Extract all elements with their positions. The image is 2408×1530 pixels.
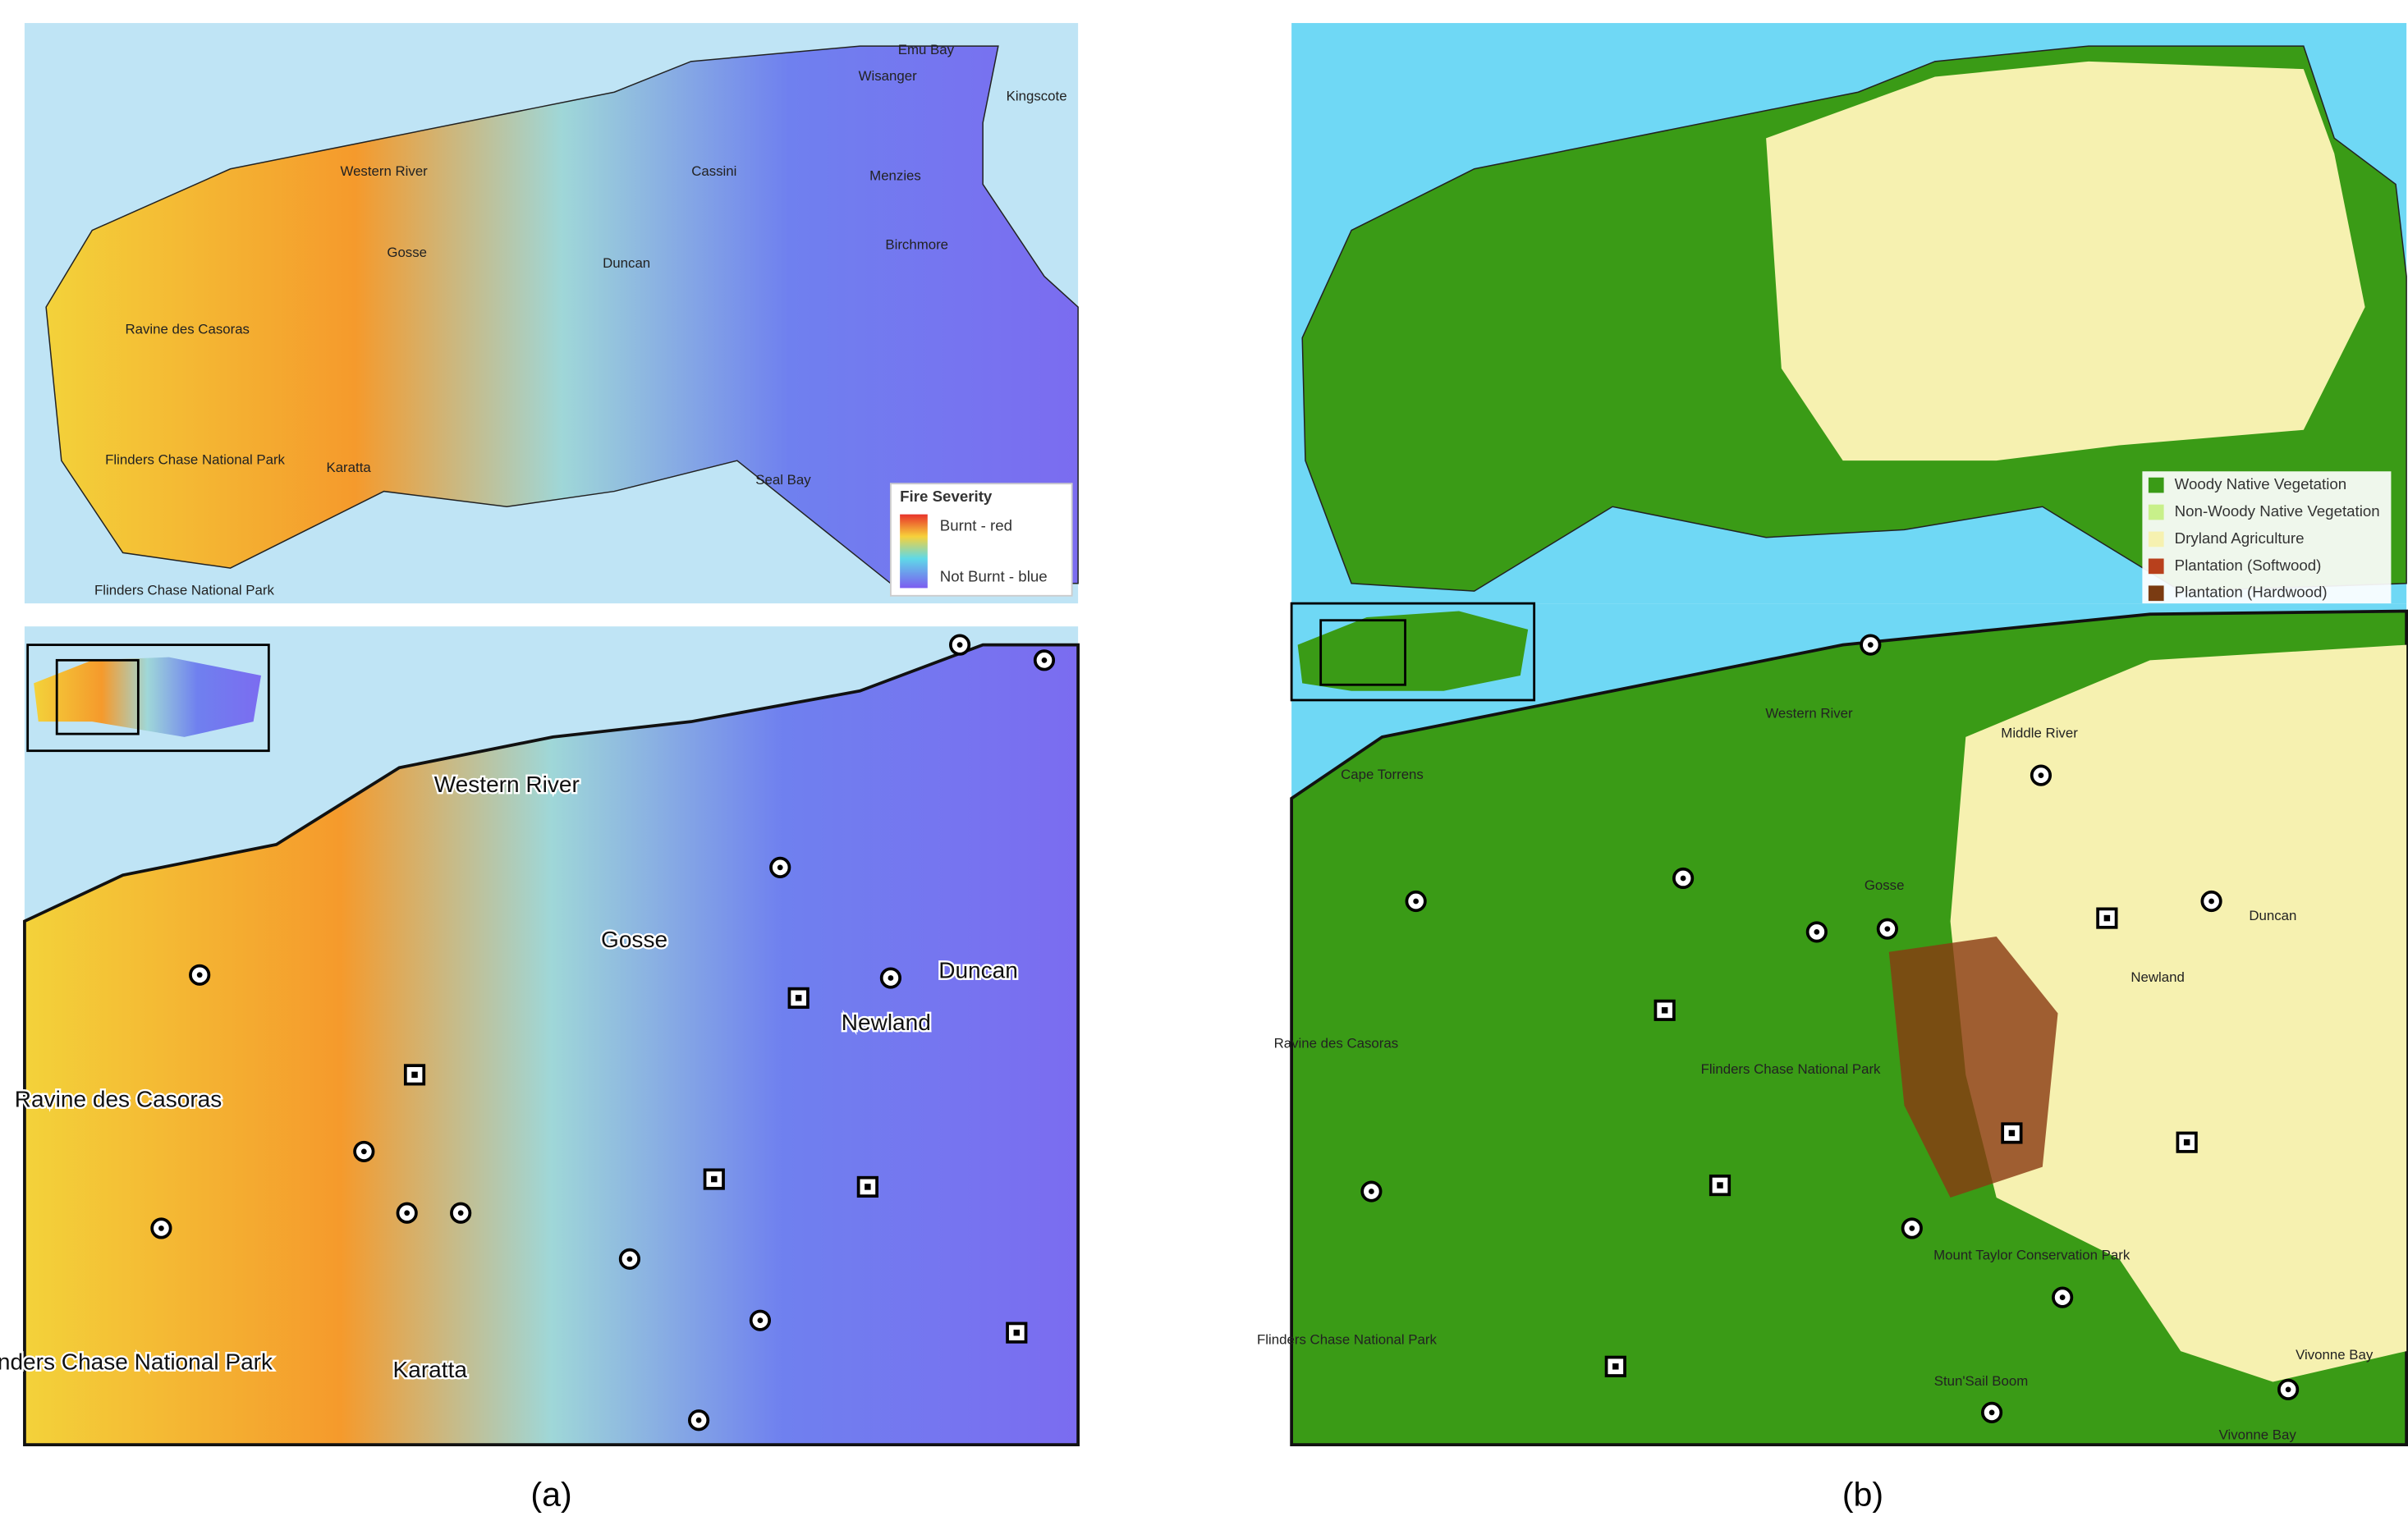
place-label: Wisanger <box>859 68 917 84</box>
place-label: Ravine des Casoras <box>125 322 250 337</box>
place-label: Emu Bay <box>898 42 955 57</box>
place-label: Western River <box>340 163 428 179</box>
site-square-dot <box>1661 1007 1668 1014</box>
site-square-dot <box>1717 1182 1723 1189</box>
site-marker-dot <box>1369 1189 1374 1194</box>
site-marker-dot <box>2038 772 2044 778</box>
place-label: Menzies <box>869 168 921 184</box>
site-square-dot <box>411 1071 418 1079</box>
legend-title: Fire Severity <box>900 488 993 505</box>
place-label: Karatta <box>393 1357 468 1382</box>
legend-swatch <box>2148 477 2164 493</box>
agriculture <box>1950 644 2407 1382</box>
place-label: Newland <box>2131 969 2184 985</box>
site-square-dot <box>2183 1138 2190 1146</box>
legend-item: Burnt - red <box>940 517 1012 534</box>
site-marker-dot <box>777 864 783 871</box>
site-marker-dot <box>196 972 203 978</box>
site-marker-dot <box>757 1317 764 1324</box>
place-label: Flinders Chase National Park <box>1701 1061 1881 1077</box>
legend-item: Dryland Agriculture <box>2175 529 2305 547</box>
site-marker-dot <box>956 642 963 648</box>
site-square-dot <box>2008 1129 2016 1137</box>
legend-item: Plantation (Hardwood) <box>2175 584 2328 601</box>
site-square-dot <box>1612 1363 1619 1370</box>
inset-frame <box>55 658 140 735</box>
inset-island <box>1297 611 1529 691</box>
legend-item: Not Burnt - blue <box>940 567 1048 584</box>
place-label: Flinders Chase National Park <box>1257 1331 1437 1347</box>
place-label: Gosse <box>601 927 667 952</box>
inset-island <box>34 657 261 737</box>
place-label: Karatta <box>326 460 371 475</box>
place-label: Newland <box>842 1010 931 1035</box>
site-marker-dot <box>404 1210 411 1216</box>
legend <box>2142 471 2392 604</box>
place-label: Cassini <box>691 163 736 179</box>
site-square-dot <box>1013 1329 1021 1336</box>
island <box>23 643 1080 1447</box>
legend-ramp <box>900 514 928 589</box>
place-label: Flinders Chase National Park <box>94 583 274 598</box>
site-marker-dot <box>2285 1386 2291 1393</box>
site-marker-dot <box>1988 1409 1995 1416</box>
site-marker-dot <box>1909 1225 1915 1231</box>
place-label: Seal Bay <box>755 472 811 488</box>
place-label: Cape Torrens <box>1341 767 1424 782</box>
caption: (a) <box>530 1476 571 1514</box>
site-square-dot <box>2103 914 2111 922</box>
site-marker-dot <box>626 1256 633 1262</box>
place-label: Western River <box>1765 705 1853 721</box>
site-marker-dot <box>1680 875 1686 882</box>
agriculture <box>1766 61 2365 461</box>
place-label: Vivonne Bay <box>2219 1427 2297 1442</box>
place-label: Western River <box>434 772 580 797</box>
site-marker-dot <box>457 1210 464 1216</box>
place-label: Duncan <box>2249 908 2296 923</box>
legend-swatch <box>2148 585 2164 602</box>
place-label: Birchmore <box>885 237 948 253</box>
place-label: Middle River <box>2001 726 2078 741</box>
place-label: Gosse <box>387 245 427 260</box>
site-square-dot <box>795 995 802 1001</box>
site-marker-dot <box>695 1417 702 1423</box>
place-label: Flinders Chase National Park <box>105 452 285 468</box>
site-marker-dot <box>2059 1294 2066 1300</box>
site-marker-dot <box>1867 642 1874 648</box>
legend-item: Non-Woody Native Vegetation <box>2175 502 2380 520</box>
place-label: Ravine des Casoras <box>15 1087 222 1112</box>
site-marker-dot <box>888 975 894 981</box>
site-marker-dot <box>2208 898 2214 905</box>
place-label: Mount Taylor Conservation Park <box>1933 1248 2131 1263</box>
place-label: Kingscote <box>1007 88 1067 103</box>
site-marker-dot <box>360 1148 367 1155</box>
inset-frame <box>1319 619 1406 686</box>
site-square-dot <box>711 1175 718 1183</box>
place-label: Duncan <box>938 957 1018 983</box>
site-marker-dot <box>1413 898 1420 905</box>
place-label: Ravine des Casoras <box>1274 1035 1399 1051</box>
site-marker-dot <box>1884 926 1891 932</box>
place-label: Flinders Chase National Park <box>0 1349 273 1374</box>
site-marker-dot <box>1814 929 1820 935</box>
legend-item: Woody Native Vegetation <box>2175 475 2347 492</box>
labels: Emu Bay Wisanger Kingscote Menzies Western R… <box>0 42 2380 1513</box>
legend-swatch <box>2148 504 2164 520</box>
place-label: Duncan <box>603 255 650 271</box>
legend-item: Plantation (Softwood) <box>2175 557 2322 574</box>
legend-swatch <box>2148 558 2164 575</box>
place-label: Gosse <box>1864 877 1905 893</box>
caption: (b) <box>1842 1476 1883 1514</box>
place-label: Vivonne Bay <box>2296 1347 2374 1363</box>
site-marker-dot <box>158 1225 164 1231</box>
island <box>45 45 1079 584</box>
site-square-dot <box>865 1184 871 1190</box>
site-marker-dot <box>1041 657 1048 663</box>
place-label: Stun'Sail Boom <box>1934 1373 2029 1389</box>
legend-swatch <box>2148 531 2164 547</box>
site-markers <box>150 634 2300 1432</box>
